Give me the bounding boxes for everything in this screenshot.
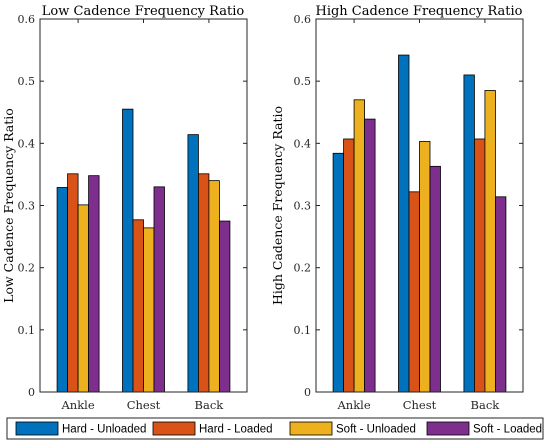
bar-hard-unloaded-ankle <box>56 187 68 393</box>
y-tick-label: 0.1 <box>18 324 36 337</box>
bar-hard-unloaded-chest <box>122 108 134 393</box>
x-tick-label: Ankle <box>61 398 95 412</box>
legend-label: Hard - Unloaded <box>62 424 146 436</box>
legend-box <box>6 417 544 440</box>
y-tick-label: 0.5 <box>18 75 36 88</box>
y-tick-label: 0.2 <box>294 262 312 275</box>
legend-label: Soft - Unloaded <box>336 424 416 436</box>
bar-soft-loaded-chest <box>153 186 165 393</box>
low-cadence-chart: Low Cadence Frequency Ratio Low Cadence F… <box>1 4 248 412</box>
legend-label: Soft - Loaded <box>473 424 542 436</box>
bar-soft-unloaded-ankle <box>353 99 365 393</box>
y-tick-label: 0.3 <box>18 200 36 213</box>
y-tick-label: 0.1 <box>294 324 312 337</box>
y-tick-label: 0.6 <box>18 13 36 26</box>
bar-hard-unloaded-ankle <box>332 152 344 393</box>
high-cadence-chart: High Cadence Frequency Ratio High Cadence… <box>270 4 524 412</box>
legend: Hard - Unloaded Hard - Loaded Soft - Unloa… <box>6 417 544 440</box>
bar-soft-unloaded-ankle <box>77 204 89 393</box>
bar-soft-unloaded-chest <box>143 227 155 393</box>
bar-soft-loaded-chest <box>429 165 441 393</box>
bar-soft-loaded-ankle <box>364 118 376 393</box>
bar-soft-unloaded-back <box>208 180 220 393</box>
y-tick-label: 0.5 <box>294 75 312 88</box>
legend-label: Hard - Loaded <box>199 424 273 436</box>
y-tick-label: 0.4 <box>18 137 36 150</box>
bar-soft-unloaded-chest <box>419 141 431 393</box>
bar-soft-loaded-ankle <box>88 175 100 393</box>
y-tick-label: 0.4 <box>294 137 312 150</box>
x-tick-label: Chest <box>127 398 161 412</box>
y-axis-label: High Cadence Frequency Ratio <box>270 106 285 305</box>
x-tick-label: Back <box>195 398 225 412</box>
legend-swatch-soft-loaded <box>426 421 470 436</box>
bar-hard-loaded-chest <box>408 191 420 393</box>
bar-hard-unloaded-back <box>463 74 475 393</box>
legend-swatch-hard-loaded <box>152 421 196 436</box>
bar-soft-loaded-back <box>219 220 231 393</box>
bar-hard-loaded-chest <box>132 219 144 393</box>
bar-soft-loaded-back <box>495 196 507 393</box>
x-tick-label: Ankle <box>337 398 371 412</box>
chart-title: Low Cadence Frequency Ratio <box>42 4 245 19</box>
bar-soft-unloaded-back <box>484 90 496 393</box>
y-tick-label: 0.6 <box>294 13 312 26</box>
y-tick-label: 0 <box>28 386 35 399</box>
y-tick-label: 0.3 <box>294 200 312 213</box>
bar-hard-unloaded-chest <box>398 54 410 393</box>
bar-hard-loaded-ankle <box>67 173 79 393</box>
chart-title: High Cadence Frequency Ratio <box>315 4 522 19</box>
legend-swatch-soft-unloaded <box>289 421 333 436</box>
y-axis-label: Low Cadence Frequency Ratio <box>1 108 16 303</box>
bar-hard-loaded-back <box>474 138 486 393</box>
bar-hard-loaded-ankle <box>343 138 355 393</box>
y-tick-label: 0.2 <box>18 262 36 275</box>
legend-swatch-hard-unloaded <box>15 421 59 436</box>
x-tick-label: Back <box>471 398 501 412</box>
x-tick-label: Chest <box>403 398 437 412</box>
bar-hard-unloaded-back <box>187 134 199 393</box>
bar-hard-loaded-back <box>198 173 210 393</box>
y-tick-label: 0 <box>304 386 311 399</box>
